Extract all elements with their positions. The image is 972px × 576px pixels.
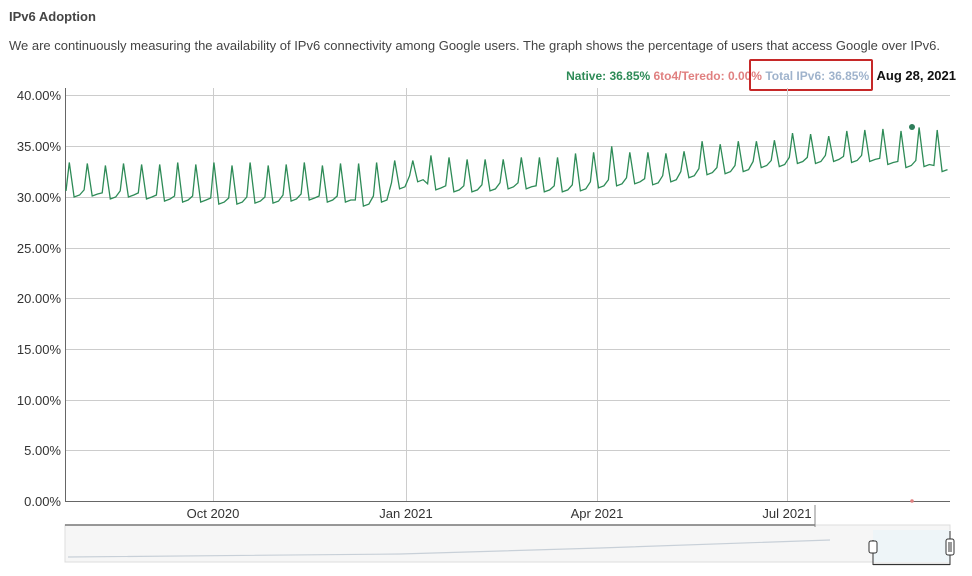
legend-native: Native: 36.85% xyxy=(566,69,651,83)
page-description: We are continuously measuring the availa… xyxy=(9,38,940,53)
chart-legend: Native: 36.85% 6to4/Teredo: 0.00% Total … xyxy=(566,68,956,83)
range-right-handle[interactable] xyxy=(945,531,955,565)
range-selected-window[interactable] xyxy=(873,530,950,562)
y-tick-label: 30.00% xyxy=(16,190,61,205)
range-left-handle[interactable] xyxy=(868,540,878,565)
x-tick-label: Oct 2020 xyxy=(186,506,240,521)
x-tick-label: Jul 2021 xyxy=(762,506,812,521)
y-tick-label: 5.00% xyxy=(24,443,61,458)
legend-total: Total IPv6: 36.85% xyxy=(765,69,870,83)
native-series-line xyxy=(65,127,948,207)
teredo-point-marker xyxy=(910,499,914,503)
y-tick-label: 0.00% xyxy=(24,494,61,509)
x-tick-label: Apr 2021 xyxy=(570,506,624,521)
y-tick-label: 20.00% xyxy=(16,291,61,306)
x-tick-label: Jan 2021 xyxy=(379,506,433,521)
legend-teredo: 6to4/Teredo: 0.00% xyxy=(653,69,762,83)
hover-point-marker xyxy=(909,124,915,130)
y-tick-label: 40.00% xyxy=(16,88,61,103)
y-tick-label: 35.00% xyxy=(16,139,61,154)
legend-date: Aug 28, 2021 xyxy=(876,68,957,83)
y-tick-label: 10.00% xyxy=(16,393,61,408)
gridlines xyxy=(65,88,950,501)
page-title: IPv6 Adoption xyxy=(9,9,96,24)
highlight-annotation-box xyxy=(749,59,873,91)
y-tick-label: 15.00% xyxy=(16,342,61,357)
range-overview-line xyxy=(67,539,831,558)
y-tick-label: 25.00% xyxy=(16,241,61,256)
range-selector[interactable] xyxy=(64,505,955,566)
